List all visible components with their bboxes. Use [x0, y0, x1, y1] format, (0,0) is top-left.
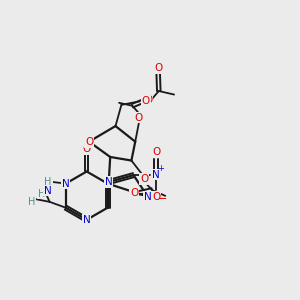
Text: N: N: [62, 178, 70, 189]
Text: O: O: [141, 96, 150, 106]
Text: O: O: [152, 192, 160, 202]
Text: O: O: [135, 112, 143, 122]
Text: O: O: [144, 95, 153, 105]
Text: O: O: [82, 144, 91, 154]
Text: H: H: [44, 177, 52, 187]
Text: H: H: [28, 197, 36, 207]
Text: O: O: [85, 137, 93, 147]
Text: N: N: [152, 169, 160, 180]
Text: O: O: [130, 188, 139, 198]
Text: N: N: [105, 177, 112, 187]
Text: N: N: [144, 192, 152, 202]
Text: N: N: [44, 186, 52, 196]
Text: O: O: [140, 174, 148, 184]
Text: N: N: [83, 215, 91, 225]
Text: O: O: [152, 148, 160, 158]
Text: O: O: [155, 63, 163, 73]
Text: −: −: [158, 194, 167, 204]
Text: +: +: [157, 164, 164, 173]
Text: H: H: [38, 189, 45, 199]
